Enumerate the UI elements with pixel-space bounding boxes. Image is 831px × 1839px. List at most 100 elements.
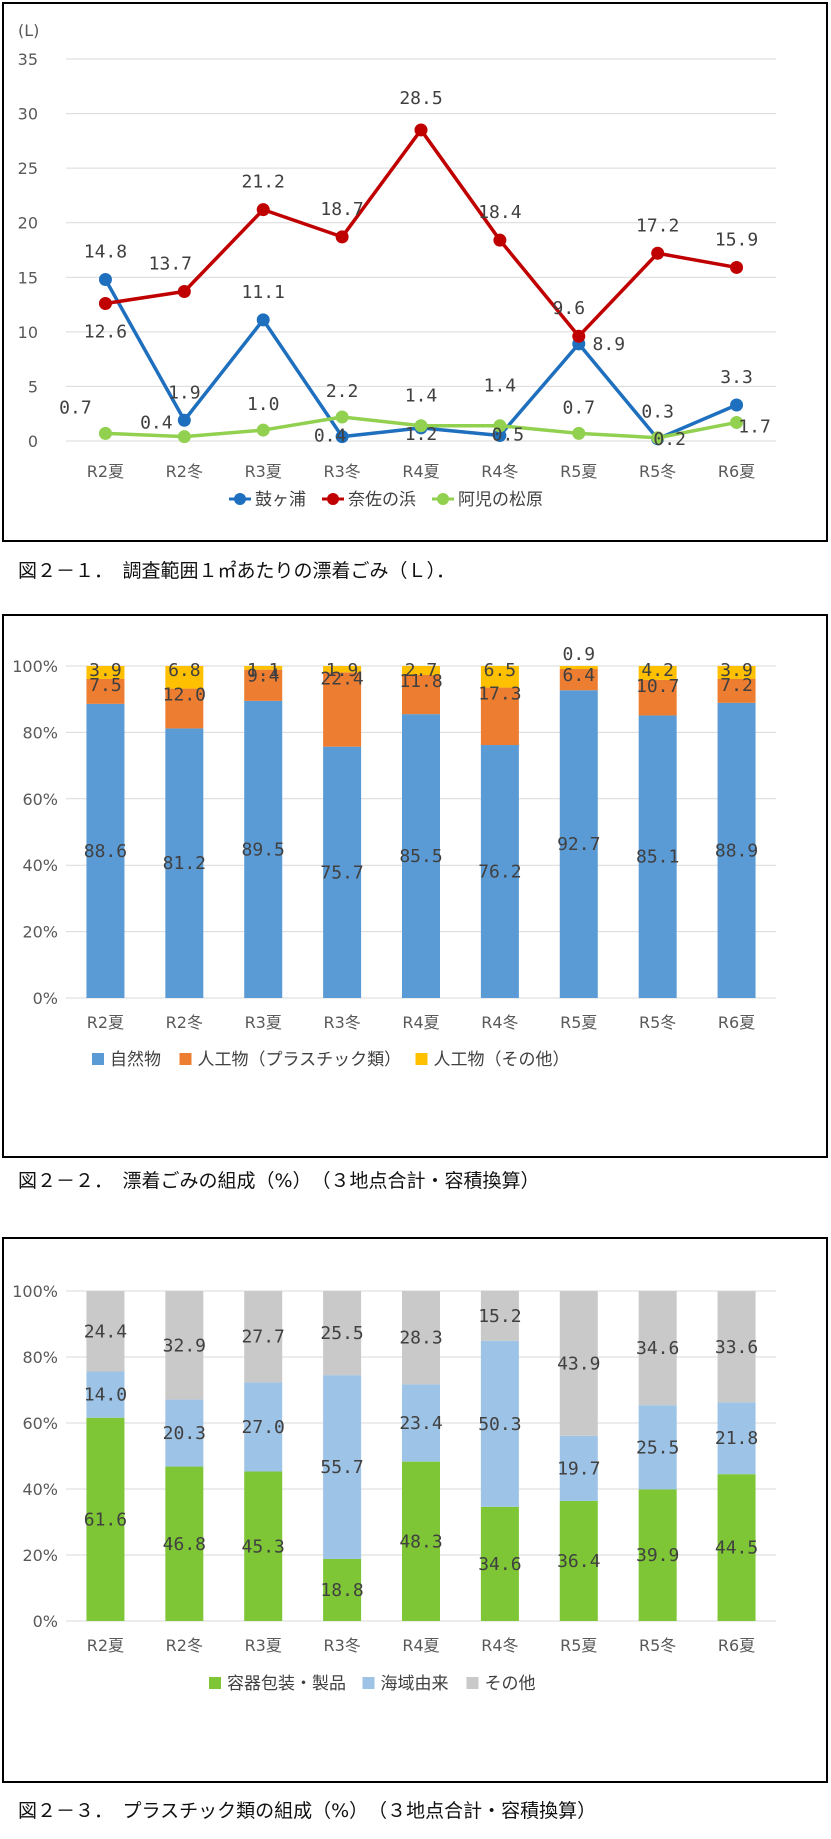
- data-label: 17.3: [478, 684, 521, 705]
- data-point: [335, 230, 349, 244]
- bar-segment: [717, 1402, 756, 1475]
- data-label: 9.4: [247, 666, 280, 687]
- y-tick-label: 60%: [22, 1414, 58, 1433]
- bar-segment: [402, 1291, 440, 1385]
- bar-segment: [86, 1291, 125, 1372]
- bar-segment: [323, 672, 362, 747]
- data-point: [651, 431, 665, 445]
- data-label: 33.6: [715, 1337, 758, 1358]
- x-tick-label: R5冬: [639, 1636, 676, 1655]
- data-label: 28.5: [399, 88, 442, 109]
- legend-label: 自然物: [110, 1050, 161, 1070]
- data-label: 6.4: [563, 665, 596, 686]
- bar-segment: [323, 1375, 362, 1559]
- bar-segment: [480, 1290, 519, 1341]
- data-label: 20.3: [163, 1423, 206, 1444]
- data-point: [493, 233, 507, 247]
- data-label: 8.9: [593, 334, 626, 355]
- legend-swatch: [209, 1677, 221, 1689]
- data-label: 12.6: [84, 321, 127, 342]
- plastic-composition-chart-panel: 0% 20% 40% 60% 80% 100% R2夏 R2冬 R3夏 R3冬 R4夏 R4冬 R5夏 R…: [2, 1237, 828, 1783]
- data-label: 25.5: [636, 1437, 679, 1458]
- x-tick-label: R5冬: [639, 1013, 676, 1032]
- data-point: [98, 272, 112, 286]
- bar-segment: [402, 1461, 440, 1621]
- bar-segment: [638, 666, 677, 680]
- bar-segment: [559, 1291, 598, 1436]
- data-label: 3.9: [89, 660, 122, 681]
- data-label: 21.2: [242, 172, 285, 193]
- data-label: 32.9: [163, 1335, 206, 1356]
- x-tick-label: R3夏: [245, 462, 282, 481]
- legend-swatch: [362, 1677, 375, 1689]
- y-tick-label: 80%: [22, 1348, 58, 1367]
- data-label: 3.3: [720, 367, 753, 388]
- x-tick-label: R3冬: [323, 1636, 360, 1655]
- data-label: 1.1: [247, 660, 280, 681]
- data-label: 34.6: [636, 1338, 679, 1359]
- data-point: [730, 415, 744, 429]
- data-label: 15.9: [715, 229, 758, 250]
- data-point: [256, 423, 270, 437]
- y-tick-label: 15: [18, 268, 38, 287]
- bar-segment: [402, 674, 440, 715]
- legend-swatch: [466, 1677, 479, 1689]
- data-label: 85.5: [399, 846, 442, 867]
- legend-label: 海域由来: [381, 1674, 449, 1694]
- legend-label: 人工物（プラスチック類）: [198, 1050, 402, 1070]
- y-tick-label: 80%: [22, 723, 58, 742]
- bar-segment: [165, 1399, 204, 1467]
- bar-segment: [717, 678, 756, 703]
- data-label: 45.3: [242, 1536, 285, 1557]
- bar-segment: [717, 1291, 756, 1403]
- y-tick-label: 40%: [22, 1480, 58, 1499]
- x-tick-label: R5夏: [560, 462, 597, 481]
- data-label: 21.8: [715, 1428, 758, 1449]
- y-tick-label: 40%: [22, 856, 58, 875]
- data-label: 89.5: [242, 839, 285, 860]
- x-tick-label: R2夏: [87, 1013, 124, 1032]
- bar-segment: [244, 1382, 283, 1472]
- y-tick-label: 60%: [22, 790, 58, 809]
- data-point: [177, 413, 191, 427]
- data-label: 92.7: [557, 834, 600, 855]
- legend-swatch: [92, 1053, 104, 1065]
- bar-segment: [165, 1466, 204, 1621]
- x-tick-label: R4冬: [481, 1013, 518, 1032]
- bar-segment: [638, 1489, 677, 1621]
- bar-segment: [480, 1340, 519, 1507]
- data-label: 76.2: [478, 862, 521, 883]
- x-tick-label: R3夏: [245, 1636, 282, 1655]
- bar-segment: [86, 666, 125, 679]
- data-label: 19.7: [557, 1458, 600, 1479]
- data-label: 0.4: [314, 426, 347, 447]
- bar-segment: [86, 1371, 125, 1418]
- bar-segment: [244, 669, 283, 701]
- y-tick-label: 100%: [12, 657, 58, 676]
- data-point: [572, 426, 586, 440]
- data-label: 0.5: [492, 425, 525, 446]
- x-tick-label: R6夏: [718, 1636, 755, 1655]
- bar-segment: [559, 690, 598, 998]
- data-point: [730, 398, 744, 412]
- bar-segment: [165, 666, 204, 689]
- data-label: 27.0: [242, 1417, 285, 1438]
- data-label: 14.8: [84, 241, 127, 262]
- bar-segment: [244, 1471, 283, 1621]
- data-point: [177, 284, 191, 298]
- bar-segment: [638, 715, 677, 998]
- bar-segment: [86, 678, 125, 704]
- data-point: [730, 260, 744, 274]
- data-label: 11.8: [399, 671, 442, 692]
- data-label: 88.6: [84, 841, 127, 862]
- x-tick-label: R4夏: [402, 1013, 439, 1032]
- data-label: 2.7: [405, 660, 438, 681]
- data-label: 13.7: [149, 253, 192, 274]
- data-point: [335, 410, 349, 424]
- bar-segment: [559, 666, 598, 669]
- data-label: 7.5: [89, 675, 122, 696]
- x-tick-label: R3冬: [323, 1013, 360, 1032]
- composition-stacked-bar-chart: 0% 20% 40% 60% 80% 100% R2夏 R2冬 R3夏 R3冬 R4夏 R4冬 R5夏 R…: [12, 644, 776, 1070]
- bar-segment: [480, 1506, 519, 1621]
- y-tick-label: 5: [28, 377, 38, 396]
